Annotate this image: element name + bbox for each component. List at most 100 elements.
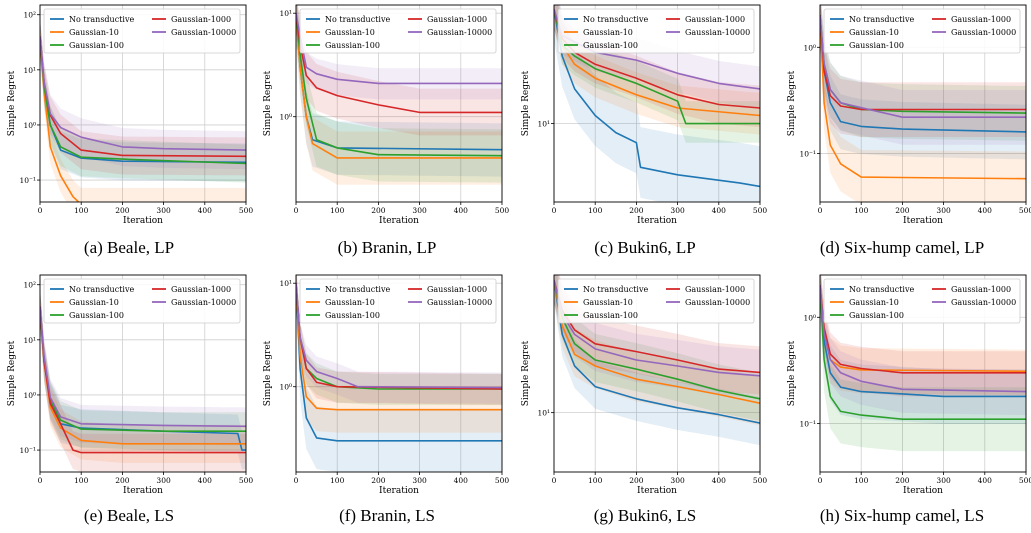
- band-gaussian-10000: [40, 287, 246, 446]
- legend-entry-no-transductive: No transductive: [849, 15, 914, 24]
- band-gaussian-1000: [554, 275, 760, 395]
- x-tick-label: 400: [454, 476, 469, 485]
- x-tick-label: 200: [895, 206, 910, 215]
- plot-area-f: [296, 275, 502, 472]
- x-tick-label: 200: [371, 476, 386, 485]
- band-gaussian-10: [296, 275, 502, 433]
- x-tick-label: 100: [588, 476, 603, 485]
- band-gaussian-10: [40, 287, 246, 463]
- legend-box: [43, 8, 241, 54]
- x-tick-label: 500: [239, 206, 254, 215]
- x-tick-label: 200: [629, 476, 644, 485]
- legend-entry-gaussian-100: Gaussian-100: [583, 311, 638, 320]
- legend-entry-gaussian-100: Gaussian-100: [69, 41, 124, 50]
- plot-area-d: [820, 5, 1026, 202]
- band-no-transductive: [820, 5, 1026, 160]
- x-tick-label: 200: [371, 206, 386, 215]
- series-line-gaussian-100: [820, 285, 1026, 420]
- y-tick-label: 10²: [23, 11, 36, 20]
- x-tick-label: 500: [495, 206, 510, 215]
- x-tick-label: 100: [854, 206, 869, 215]
- series-line-gaussian-1000: [40, 306, 246, 454]
- axes-frame: [295, 4, 503, 203]
- legend-entry-gaussian-100: Gaussian-100: [325, 311, 380, 320]
- panel-d: 0 100 200 300 400 500 10⁻¹ 10⁰ Iteration Simple R…: [787, 4, 1031, 226]
- legend-box: [43, 278, 241, 324]
- panel-c: 0 100 200 300 400 500 10¹ Iteration Simple Regre…: [521, 4, 768, 226]
- legend-entry-no-transductive: No transductive: [583, 285, 648, 294]
- x-tick-label: 300: [670, 476, 685, 485]
- band-gaussian-10000: [296, 275, 502, 404]
- y-tick-label: 10¹: [23, 66, 36, 75]
- x-tick-label: 0: [552, 476, 557, 485]
- legend-entry-gaussian-10: Gaussian-10: [325, 298, 375, 307]
- series-line-gaussian-10: [820, 15, 1026, 180]
- legend-entry-gaussian-10000: Gaussian-10000: [685, 298, 750, 307]
- axes-frame: [819, 4, 1027, 203]
- x-tick-label: 500: [1019, 476, 1031, 485]
- legend: No transductive Gaussian-10 Gaussian-100 Ga…: [823, 8, 1021, 54]
- y-axis-label: Simple Regret: [787, 340, 797, 406]
- legend-entry-no-transductive: No transductive: [69, 15, 134, 24]
- band-no-transductive: [820, 275, 1026, 424]
- band-gaussian-100: [40, 17, 246, 183]
- x-tick-label: 100: [854, 476, 869, 485]
- x-axis-label: Iteration: [379, 486, 419, 496]
- axes-frame: [39, 4, 247, 203]
- band-gaussian-1000: [820, 5, 1026, 137]
- x-tick-label: 500: [753, 206, 768, 215]
- legend-entry-no-transductive: No transductive: [325, 15, 390, 24]
- legend-entry-gaussian-1000: Gaussian-1000: [427, 285, 487, 294]
- series-line-gaussian-10: [40, 36, 80, 202]
- x-tick-label: 100: [330, 206, 345, 215]
- y-tick-label: 10⁰: [803, 43, 816, 52]
- x-axis-label: Iteration: [123, 486, 163, 496]
- caption-h: (h) Six-hump camel, LS: [819, 506, 985, 525]
- y-axis-label: Simple Regret: [787, 70, 797, 136]
- y-tick-label: 10⁻¹: [799, 420, 816, 429]
- series-line-gaussian-10: [296, 13, 502, 159]
- caption-b: (b) Branin, LP: [337, 238, 437, 257]
- series-line-gaussian-10000: [820, 285, 1026, 393]
- x-tick-label: 500: [495, 476, 510, 485]
- x-tick-label: 300: [936, 206, 951, 215]
- x-tick-label: 300: [670, 206, 685, 215]
- band-gaussian-10000: [40, 17, 246, 170]
- x-tick-label: 500: [753, 476, 768, 485]
- band-gaussian-100: [296, 275, 502, 406]
- legend-entry-gaussian-1000: Gaussian-1000: [685, 285, 745, 294]
- band-gaussian-10: [820, 275, 1026, 395]
- legend-entry-gaussian-10: Gaussian-10: [849, 298, 899, 307]
- band-gaussian-1000: [40, 17, 246, 176]
- band-gaussian-100: [554, 275, 760, 421]
- x-tick-label: 0: [294, 206, 299, 215]
- band-gaussian-100: [820, 5, 1026, 141]
- x-tick-label: 200: [895, 476, 910, 485]
- y-tick-label: 10⁻¹: [19, 176, 36, 185]
- series-line-gaussian-10000: [40, 36, 246, 151]
- y-tick-label: 10²: [23, 281, 36, 290]
- x-tick-label: 300: [412, 206, 427, 215]
- x-axis-label: Iteration: [637, 486, 677, 496]
- x-tick-label: 100: [74, 476, 89, 485]
- legend-box: [299, 278, 497, 324]
- band-gaussian-10000: [554, 5, 760, 108]
- band-gaussian-10: [296, 5, 502, 185]
- x-tick-label: 300: [936, 476, 951, 485]
- legend-entry-no-transductive: No transductive: [583, 15, 648, 24]
- y-axis-label: Simple Regret: [7, 70, 17, 136]
- y-tick-label: 10⁰: [803, 313, 816, 322]
- plot-area-g: [554, 275, 760, 446]
- legend-entry-gaussian-1000: Gaussian-1000: [951, 285, 1011, 294]
- band-gaussian-100: [40, 287, 246, 451]
- x-axis-label: Iteration: [123, 216, 163, 226]
- legend-box: [557, 8, 755, 54]
- x-tick-label: 300: [156, 476, 171, 485]
- x-axis-label: Iteration: [903, 486, 943, 496]
- legend-entry-gaussian-10: Gaussian-10: [583, 298, 633, 307]
- band-gaussian-1000: [820, 275, 1026, 397]
- legend: No transductive Gaussian-10 Gaussian-100 Ga…: [299, 278, 497, 324]
- panel-b: 0 100 200 300 400 500 10⁰ 10¹ Iteration Simple Re…: [263, 4, 510, 226]
- panel-e: 0 100 200 300 400 500 10⁻¹ 10⁰ 10¹ 10² Iteration Si…: [7, 274, 253, 496]
- x-axis-label: Iteration: [903, 216, 943, 226]
